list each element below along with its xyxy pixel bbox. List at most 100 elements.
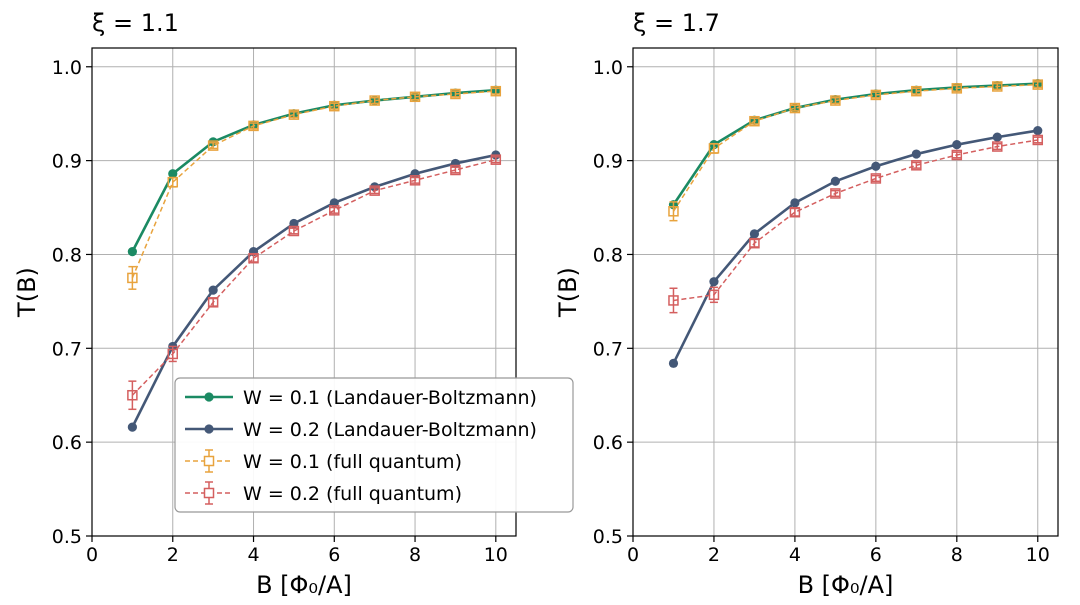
- data-point: [329, 205, 340, 216]
- data-point: [167, 176, 179, 188]
- data-point: [127, 247, 137, 257]
- legend-label: W = 0.1 (full quantum): [243, 451, 462, 473]
- data-point: [167, 348, 179, 360]
- data-point: [207, 140, 219, 151]
- data-point: [911, 85, 922, 97]
- data-point: [329, 100, 340, 112]
- y-tick-label: 0.8: [52, 244, 82, 266]
- data-point: [369, 95, 380, 106]
- legend-box: [174, 377, 574, 513]
- x-tick-label: 10: [484, 544, 508, 566]
- data-point: [450, 164, 461, 176]
- data-point: [1032, 79, 1044, 90]
- data-point: [789, 102, 801, 114]
- data-point: [490, 85, 502, 97]
- data-point: [168, 169, 178, 179]
- data-point: [450, 88, 461, 100]
- data-point: [127, 272, 138, 284]
- x-tick-label: 4: [789, 544, 801, 566]
- data-point: [992, 132, 1002, 142]
- data-point: [871, 161, 881, 171]
- y-tick-label: 0.7: [593, 338, 623, 360]
- data-point: [409, 175, 421, 186]
- legend-marker: [203, 455, 215, 467]
- data-point: [668, 206, 679, 217]
- legend-label: W = 0.2 (full quantum): [243, 483, 462, 505]
- data-point: [709, 277, 719, 287]
- y-tick-label: 0.7: [52, 338, 82, 360]
- data-point: [1033, 125, 1043, 136]
- series-wfq01: [668, 79, 1044, 222]
- series-line: [672, 129, 1038, 364]
- x-tick-label: 2: [708, 544, 720, 566]
- series-line: [131, 88, 496, 253]
- data-point: [911, 160, 922, 171]
- data-point: [668, 358, 679, 368]
- x-tick-label: 6: [870, 544, 882, 566]
- grid: [632, 48, 1058, 537]
- data-point: [790, 198, 800, 208]
- legend-item: W = 0.1 (full quantum): [185, 449, 462, 473]
- data-point: [749, 115, 760, 127]
- series-wfq02: [127, 154, 502, 411]
- x-tick-label: 8: [409, 544, 421, 566]
- series-line: [131, 153, 497, 428]
- series-wfq01: [127, 85, 502, 290]
- x-axis-label: B [Φ₀/A]: [256, 571, 352, 599]
- data-point: [248, 120, 259, 132]
- panel-xi-1-1: 0 2 4 6 8 10 0.5 0.6 0.7 0.8 0.9 1.0 ξ = 1.1 B [Φ₀/A]…: [13, 9, 517, 599]
- data-point: [951, 149, 963, 161]
- data-point: [248, 252, 259, 264]
- data-point: [992, 81, 1003, 92]
- data-point: [127, 422, 137, 432]
- data-point: [409, 91, 421, 103]
- x-tick-label: 6: [328, 544, 340, 566]
- data-point: [208, 285, 218, 295]
- legend-item: W = 0.2 (full quantum): [185, 481, 462, 505]
- data-point: [830, 176, 840, 186]
- legend-label: W = 0.2 (Landauer-Boltzmann): [243, 419, 537, 441]
- legend-item: W = 0.1 (Landauer-Boltzmann): [185, 387, 537, 409]
- data-point: [369, 185, 380, 196]
- y-tick-label: 0.6: [52, 432, 82, 454]
- data-point: [992, 141, 1003, 152]
- y-axis-label: T(B): [554, 267, 582, 318]
- y-axis-label: T(B): [13, 267, 41, 318]
- data-point: [490, 154, 502, 165]
- chart-title: ξ = 1.1: [92, 9, 179, 37]
- legend-label: W = 0.1 (Landauer-Boltzmann): [243, 387, 537, 409]
- x-tick-label: 8: [951, 544, 963, 566]
- x-tick-label: 2: [167, 544, 179, 566]
- x-axis-label: B [Φ₀/A]: [798, 571, 894, 599]
- series-wfq02: [668, 134, 1044, 314]
- data-point: [870, 173, 882, 184]
- x-tick-label: 0: [86, 544, 98, 566]
- y-tick-label: 1.0: [52, 57, 82, 79]
- series-line: [672, 83, 1038, 212]
- x-tick-label: 0: [627, 544, 639, 566]
- data-point: [789, 206, 801, 218]
- series-wlb02: [668, 125, 1043, 368]
- legend-marker: [203, 487, 215, 499]
- y-tick-label: 0.5: [593, 526, 623, 548]
- series-line: [673, 139, 1038, 302]
- legend-marker: [204, 424, 214, 434]
- y-tick-label: 0.5: [52, 526, 82, 548]
- data-point: [207, 297, 219, 308]
- data-point: [708, 289, 720, 301]
- data-point: [749, 229, 760, 239]
- legend: W = 0.1 (Landauer-Boltzmann) W = 0.2 (Lan…: [174, 377, 574, 513]
- series-wlb01: [668, 79, 1043, 210]
- x-tick-label: 10: [1026, 544, 1050, 566]
- axes-frame: [632, 47, 1059, 537]
- axes-frame: [91, 47, 517, 537]
- legend-marker: [204, 392, 214, 402]
- data-point: [127, 389, 138, 401]
- y-tick-label: 1.0: [593, 57, 623, 79]
- chart-title: ξ = 1.7: [633, 9, 720, 37]
- panel-xi-1-7: 0 2 4 6 8 10 0.5 0.6 0.7 0.8 0.9 1.0 ξ = 1.7 B [Φ₀/A]…: [554, 9, 1059, 599]
- data-point: [830, 188, 841, 199]
- legend-item: W = 0.2 (Landauer-Boltzmann): [185, 419, 537, 441]
- y-tick-label: 0.9: [52, 151, 82, 173]
